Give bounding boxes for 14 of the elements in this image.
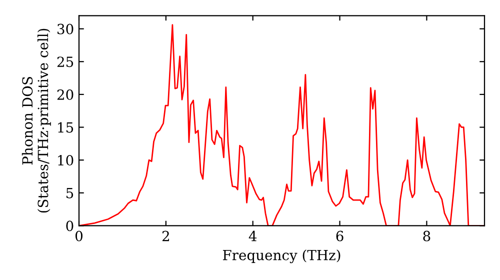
y-tick-label: 25 <box>57 56 74 68</box>
x-tick-label: 8 <box>423 230 430 242</box>
x-tick-label: 0 <box>75 230 82 242</box>
y-tick-label: 30 <box>58 24 74 34</box>
y-tick-label: 20 <box>57 89 74 100</box>
x-tick-label: 6 <box>336 230 344 242</box>
y-tick-label: 10 <box>58 155 74 166</box>
x-tick-label: 2 <box>162 230 169 242</box>
y-axis-title: Phonon DOS (States/THz·primitive cell) <box>22 28 51 213</box>
x-axis-title: Frequency (THz) <box>222 250 340 264</box>
y-tick-label: 0 <box>66 220 74 232</box>
x-tick-label: 4 <box>248 230 257 242</box>
y-tick-label: 5 <box>66 188 74 198</box>
y-tick-label: 15 <box>58 122 74 133</box>
